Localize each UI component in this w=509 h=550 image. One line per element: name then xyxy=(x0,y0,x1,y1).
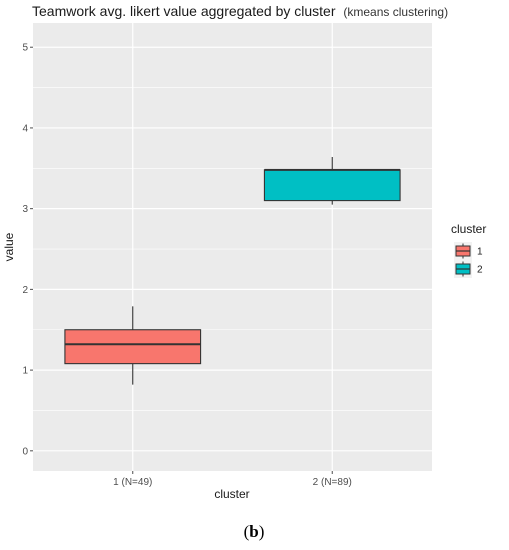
y-tick-label: 4 xyxy=(22,123,28,134)
box-body xyxy=(263,169,401,202)
plot-panel xyxy=(33,23,432,471)
x-axis-title: cluster xyxy=(214,487,249,501)
y-axis-ticks: 0 1 2 3 4 5 xyxy=(22,43,33,457)
box-group-cluster-2 xyxy=(263,156,401,205)
chart-title-main: Teamwork avg. likert value aggregated by… xyxy=(32,3,336,19)
legend-title: cluster xyxy=(451,222,486,236)
y-tick-label: 3 xyxy=(22,204,28,215)
legend-item-1: 1 xyxy=(454,242,483,260)
x-axis-ticks: 1 (N=49) 2 (N=89) xyxy=(113,471,352,488)
x-tick-label: 1 (N=49) xyxy=(113,477,152,488)
legend-label: 2 xyxy=(477,265,483,276)
caption-letter: b xyxy=(249,522,258,541)
boxes-layer xyxy=(64,156,401,385)
legend-label: 1 xyxy=(477,247,483,258)
caption-close-paren: ) xyxy=(259,522,265,541)
chart-title: Teamwork avg. likert value aggregated by… xyxy=(32,3,448,19)
x-gridlines xyxy=(132,23,333,471)
y-tick-label: 1 xyxy=(22,366,28,377)
y-tick-label: 5 xyxy=(22,43,28,54)
box-group-cluster-1 xyxy=(64,306,202,385)
figure-caption: (b) xyxy=(244,522,265,541)
caption-open-paren: ( xyxy=(244,522,250,541)
chart-title-suffix: (kmeans clustering) xyxy=(343,5,448,19)
y-tick-label: 0 xyxy=(22,446,28,457)
legend-item-2: 2 xyxy=(454,260,483,278)
y-tick-label: 2 xyxy=(22,285,28,296)
legend: cluster 1 2 xyxy=(451,222,486,278)
y-axis-title: value xyxy=(2,232,16,261)
x-tick-label: 2 (N=89) xyxy=(313,477,352,488)
box-body xyxy=(64,329,202,365)
y-major-gridlines xyxy=(33,46,432,452)
